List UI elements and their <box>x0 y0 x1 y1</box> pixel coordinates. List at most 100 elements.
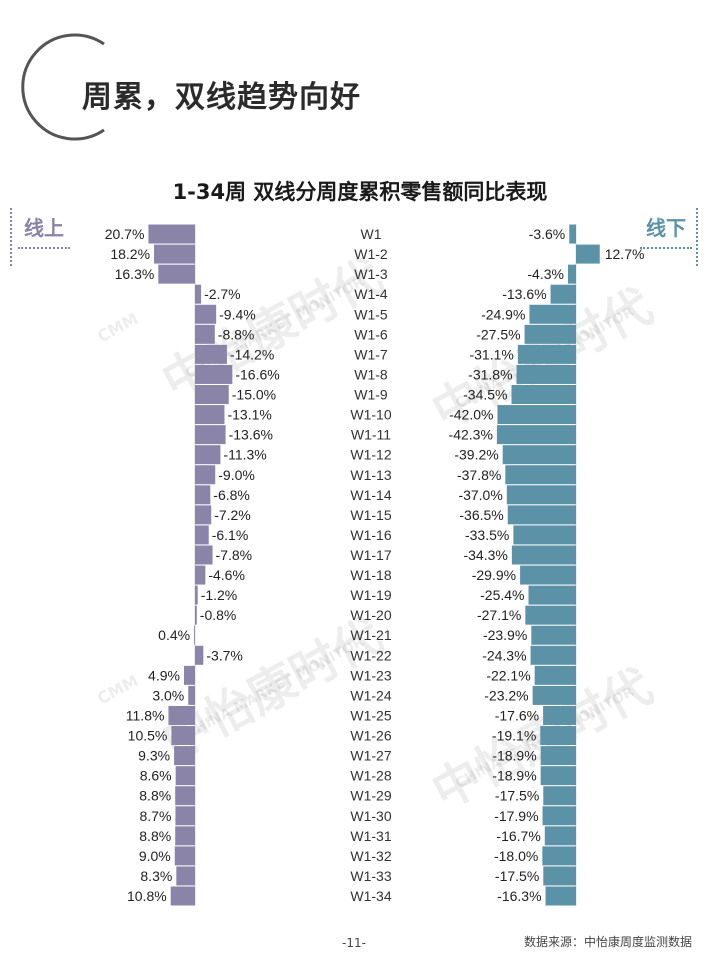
online-bar <box>195 324 215 344</box>
category-label: W1-9 <box>354 387 388 403</box>
category-label: W1-32 <box>350 848 391 864</box>
online-value-label: -6.1% <box>212 527 249 543</box>
online-bar <box>175 826 195 846</box>
offline-bar <box>528 585 576 605</box>
offline-bar <box>531 625 576 645</box>
chart-title: 1-34周 双线分周度累积零售额同比表现 <box>172 180 548 204</box>
online-value-label: -13.6% <box>229 427 273 443</box>
online-bar <box>195 425 226 445</box>
category-label: W1-12 <box>350 447 391 463</box>
category-label: W1-18 <box>350 567 391 583</box>
category-label: W1 <box>361 226 382 242</box>
category-label: W1-8 <box>354 366 388 382</box>
category-label: W1-34 <box>350 888 391 904</box>
category-label: W1-22 <box>350 647 391 663</box>
source-note: 数据来源：中怡康周度监测数据 <box>524 935 693 949</box>
offline-bar <box>497 405 576 425</box>
offline-value-label: -33.5% <box>465 527 509 543</box>
online-value-label: -14.2% <box>230 346 274 362</box>
online-bar <box>195 344 227 364</box>
online-value-label: 9.0% <box>139 848 171 864</box>
offline-value-label: -23.2% <box>484 687 528 703</box>
offline-value-label: -25.4% <box>480 587 524 603</box>
online-value-label: -9.0% <box>218 467 255 483</box>
category-label: W1-26 <box>350 728 391 744</box>
category-label: W1-3 <box>354 266 388 282</box>
online-value-label: -15.0% <box>232 387 276 403</box>
online-bar <box>171 726 195 746</box>
offline-bar <box>517 344 576 364</box>
offline-value-label: -18.0% <box>494 848 538 864</box>
category-label: W1-6 <box>354 326 388 342</box>
offline-bar <box>511 545 576 565</box>
online-value-label: -16.6% <box>235 366 279 382</box>
offline-value-label: -31.8% <box>468 366 512 382</box>
offline-value-label: -42.0% <box>449 407 493 423</box>
online-value-label: -8.8% <box>218 326 255 342</box>
online-value-label: 20.7% <box>105 226 145 242</box>
offline-bar <box>576 244 600 264</box>
online-bar <box>195 304 217 324</box>
category-label: W1-13 <box>350 467 391 483</box>
offline-value-label: -18.9% <box>492 768 536 784</box>
category-label: W1-23 <box>350 667 391 683</box>
offline-bar <box>540 746 576 766</box>
online-value-label: 18.2% <box>110 246 150 262</box>
offline-value-label: -19.1% <box>492 728 536 744</box>
online-value-label: -6.8% <box>213 487 250 503</box>
offline-bar <box>543 786 576 806</box>
online-bar <box>195 445 221 465</box>
online-value-label: -1.2% <box>201 587 238 603</box>
online-value-label: 10.5% <box>128 728 168 744</box>
online-bar <box>174 846 195 866</box>
offline-bar <box>542 806 576 826</box>
offline-bar <box>543 866 576 886</box>
offline-value-label: -23.9% <box>483 627 527 643</box>
offline-value-label: 12.7% <box>605 246 645 262</box>
category-label: W1-21 <box>350 627 391 643</box>
online-label: 线上 <box>10 208 70 266</box>
online-value-label: -2.7% <box>204 286 241 302</box>
online-value-label: 8.8% <box>139 828 171 844</box>
offline-bar <box>506 485 576 505</box>
online-bar <box>195 405 225 425</box>
online-value-label: 4.9% <box>148 667 180 683</box>
offline-value-label: -3.6% <box>529 226 566 242</box>
online-value-label: 0.4% <box>158 627 190 643</box>
online-bar <box>174 746 195 766</box>
online-bar <box>195 585 198 605</box>
offline-bar <box>532 685 576 705</box>
online-bar <box>195 605 197 625</box>
online-value-label: 8.6% <box>140 768 172 784</box>
category-label: W1-31 <box>350 828 391 844</box>
online-bar <box>195 565 206 585</box>
offline-value-label: -4.3% <box>527 266 564 282</box>
offline-bar <box>505 465 576 485</box>
category-label: W1-27 <box>350 748 391 764</box>
category-label: W1-29 <box>350 788 391 804</box>
online-bar <box>195 645 204 665</box>
offline-value-label: -36.5% <box>459 507 503 523</box>
offline-value-label: -24.3% <box>482 647 526 663</box>
online-value-label: 9.3% <box>138 748 170 764</box>
offline-bar <box>540 766 576 786</box>
offline-value-label: -31.1% <box>469 346 513 362</box>
offline-bar <box>550 284 576 304</box>
offline-bar <box>534 665 576 685</box>
offline-label: 线下 <box>640 208 698 266</box>
category-label: W1-4 <box>354 286 388 302</box>
online-bar <box>183 665 195 685</box>
offline-bar <box>502 445 576 465</box>
online-value-label: 3.0% <box>152 687 184 703</box>
online-value-label: -7.2% <box>214 507 251 523</box>
online-bar <box>195 505 212 525</box>
category-label: W1-15 <box>350 507 391 523</box>
category-label: W1-25 <box>350 707 391 723</box>
online-bar <box>175 766 195 786</box>
offline-value-label: -24.9% <box>481 306 525 322</box>
online-value-label: -9.4% <box>219 306 256 322</box>
online-bar <box>195 545 213 565</box>
online-bar <box>176 866 195 886</box>
online-bar <box>195 485 211 505</box>
